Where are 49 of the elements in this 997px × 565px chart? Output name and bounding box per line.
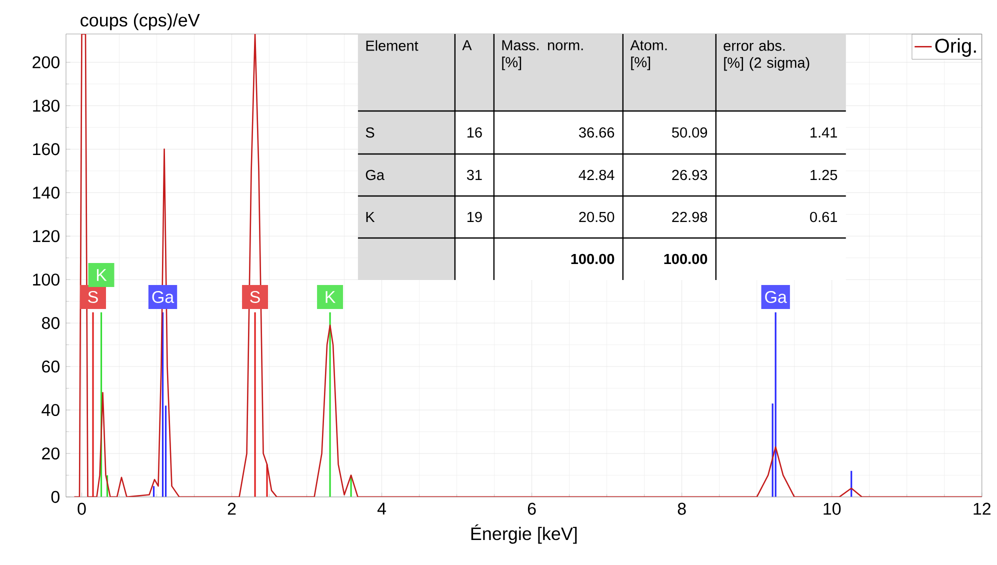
annotation: K bbox=[366, 212, 375, 222]
y-tick-label: 60 bbox=[42, 360, 60, 373]
annotation: Element bbox=[366, 40, 418, 51]
annotation: 26.93 bbox=[672, 170, 708, 180]
x-tick-label: 8 bbox=[678, 502, 686, 515]
annotation: error abs. [%] (2 sigma) bbox=[724, 40, 810, 71]
annotation: 31 bbox=[466, 170, 482, 180]
x-tick-label: 4 bbox=[377, 502, 386, 515]
annotation: K bbox=[326, 291, 336, 303]
y-tick-label: 0 bbox=[51, 490, 60, 503]
annotation: S bbox=[88, 291, 98, 304]
annotation: 0.61 bbox=[810, 212, 837, 222]
annotation: A bbox=[462, 40, 472, 50]
annotation: 1.25 bbox=[810, 170, 838, 180]
x-tick-label: 0 bbox=[78, 502, 86, 515]
annotation: 19 bbox=[467, 212, 482, 222]
x-tick-label: 12 bbox=[974, 502, 990, 515]
annotation: S bbox=[250, 291, 260, 304]
y-tick-label: 120 bbox=[33, 230, 60, 242]
annotation: 22.98 bbox=[672, 212, 708, 222]
y-tick-label: 100 bbox=[33, 274, 60, 286]
y-axis-title: coups (cps)/eV bbox=[80, 13, 200, 30]
annotation: Ga bbox=[366, 170, 384, 180]
x-axis-title: Énergie [keV] bbox=[471, 524, 577, 544]
annotation: 100.00 bbox=[571, 254, 614, 264]
annotation: 1.41 bbox=[810, 128, 837, 138]
annotation: 100.00 bbox=[664, 254, 708, 264]
annotation: Ga bbox=[152, 291, 174, 304]
annotation: Mass. norm. [%] bbox=[502, 40, 583, 70]
annotation: 36.66 bbox=[578, 127, 614, 138]
x-tick-label: 2 bbox=[228, 502, 236, 515]
y-tick-label: 140 bbox=[33, 186, 60, 199]
y-tick-label: 160 bbox=[33, 143, 60, 156]
annotation: Ga bbox=[765, 291, 787, 304]
x-tick-label: 6 bbox=[528, 502, 536, 515]
annotation: 16 bbox=[467, 127, 482, 138]
y-tick-label: 80 bbox=[42, 317, 60, 330]
y-tick-label: 200 bbox=[32, 56, 60, 68]
annotation: 50.09 bbox=[672, 127, 708, 138]
annotation: S bbox=[366, 127, 374, 138]
annotation: Atom. [%] bbox=[630, 40, 667, 70]
annotation: K bbox=[96, 269, 107, 281]
x-tick-label: 10 bbox=[824, 502, 841, 515]
y-tick-label: 40 bbox=[42, 404, 60, 416]
y-tick-label: 180 bbox=[33, 100, 60, 112]
y-tick-label: 20 bbox=[42, 447, 60, 460]
legend-label: Orig. bbox=[935, 38, 976, 57]
annotation: 20.50 bbox=[579, 212, 614, 222]
annotation: 42.84 bbox=[578, 170, 614, 180]
